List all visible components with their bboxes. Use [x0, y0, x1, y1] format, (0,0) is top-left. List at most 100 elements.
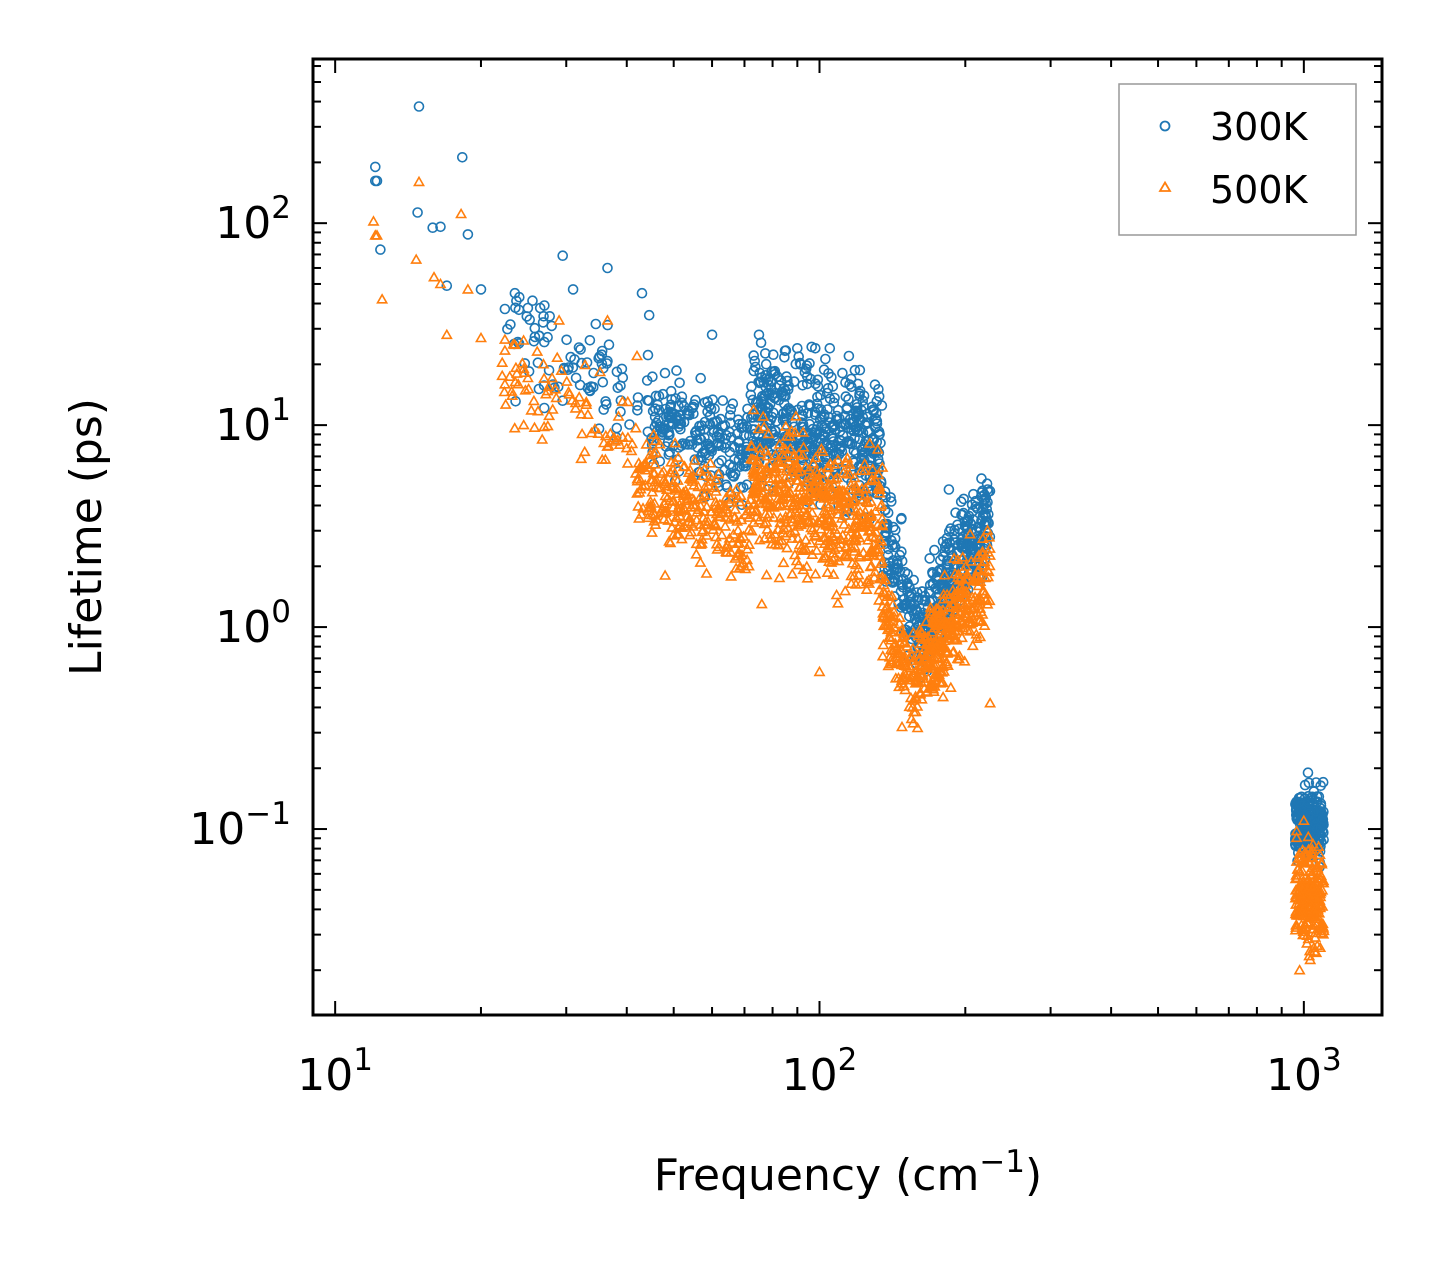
point-500k-1257 — [947, 597, 960, 608]
point-500k-1546 — [984, 697, 997, 708]
point-500k-668 — [803, 463, 816, 475]
point-500k-961 — [885, 654, 898, 665]
point-500k-1291 — [952, 625, 965, 636]
point-500k-699 — [815, 442, 828, 454]
point-500k-456 — [858, 457, 871, 469]
x-axis-label: Frequency (cm−1) — [654, 1144, 1042, 1201]
point-500k-185 — [668, 515, 681, 527]
point-500k-1 — [625, 444, 638, 456]
point-500k-61 — [546, 371, 559, 383]
y-tick-label-0.1: 10−1 — [189, 796, 291, 855]
point-500k-855 — [827, 547, 840, 558]
point-500k-735 — [779, 480, 792, 492]
point-500k-193 — [733, 495, 746, 507]
point-500k-168 — [700, 567, 713, 578]
point-500k-518 — [845, 577, 858, 588]
point-500k-706 — [808, 476, 821, 487]
point-300k-1143 — [929, 544, 940, 556]
point-500k-1200 — [936, 676, 949, 687]
point-500k-805 — [758, 517, 771, 529]
point-500k-1293 — [921, 661, 933, 672]
point-500k-68 — [551, 351, 564, 362]
point-300k-299 — [708, 427, 720, 438]
point-500k-859 — [837, 491, 850, 502]
point-300k-773 — [834, 420, 846, 432]
point-300k-1237 — [966, 499, 978, 511]
point-500k-49 — [563, 388, 576, 399]
point-300k-64 — [601, 358, 613, 369]
point-500k-791 — [848, 496, 860, 507]
point-300k-542 — [777, 414, 789, 426]
point-300k-740 — [781, 371, 792, 382]
point-500k-442 — [754, 448, 767, 459]
point-500k-974 — [886, 644, 899, 655]
point-500k-831 — [800, 494, 813, 505]
point-300k-1444 — [1309, 814, 1321, 825]
point-500k-849 — [825, 535, 838, 546]
point-300k-1213 — [967, 505, 979, 517]
point-300k-1490 — [636, 287, 648, 299]
point-500k-78 — [550, 391, 563, 403]
point-500k-755 — [873, 594, 885, 605]
point-500k-1543 — [813, 665, 826, 677]
point-500k-79 — [542, 380, 555, 391]
point-500k-283 — [636, 460, 649, 472]
point-500k-573 — [753, 514, 766, 525]
point-500k-1287 — [952, 586, 965, 598]
point-500k-478 — [779, 420, 792, 431]
point-500k-1277 — [919, 649, 932, 660]
scatter-points — [367, 101, 1330, 975]
point-500k-401 — [747, 403, 760, 415]
point-500k-814 — [786, 532, 799, 543]
legend-marker-500k — [1158, 180, 1172, 192]
point-300k-41 — [611, 366, 623, 378]
point-500k-0 — [532, 405, 544, 416]
point-300k-306 — [728, 471, 740, 482]
point-300k-82 — [615, 380, 626, 392]
point-500k-797 — [748, 497, 761, 508]
point-300k-244 — [647, 371, 658, 383]
point-500k-913 — [909, 705, 922, 717]
point-500k-309 — [684, 464, 697, 475]
point-500k-1147 — [983, 531, 996, 542]
point-300k-83 — [632, 404, 643, 416]
point-500k-317 — [743, 538, 756, 549]
point-300k-292 — [720, 479, 732, 491]
point-300k-72 — [612, 382, 624, 394]
point-500k-1171 — [978, 555, 991, 567]
point-500k-967 — [887, 598, 899, 609]
point-300k-172 — [724, 410, 736, 421]
point-500k-2 — [626, 437, 639, 449]
point-500k-259 — [676, 521, 689, 532]
point-500k-23 — [508, 422, 521, 433]
point-500k-1279 — [951, 553, 964, 565]
point-300k-1234 — [939, 580, 951, 591]
point-500k-218 — [662, 514, 675, 525]
point-300k-290 — [736, 449, 748, 461]
point-500k-1242 — [947, 646, 959, 657]
point-300k-774 — [812, 374, 824, 386]
point-300k-684 — [760, 358, 772, 370]
point-500k-471 — [809, 568, 822, 579]
point-500k-31 — [498, 378, 511, 389]
point-500k-660 — [875, 498, 888, 510]
point-500k-968 — [893, 617, 906, 629]
point-300k-309 — [649, 411, 661, 423]
point-300k-804 — [795, 359, 807, 370]
point-500k-1425 — [1292, 852, 1305, 863]
point-300k-1476 — [435, 221, 446, 233]
point-500k-841 — [849, 534, 862, 545]
point-300k-1226 — [982, 484, 993, 495]
point-500k-804 — [769, 528, 781, 539]
point-300k-746 — [788, 376, 800, 387]
point-500k-800 — [869, 531, 881, 543]
point-500k-610 — [765, 537, 778, 549]
point-500k-943 — [898, 679, 910, 691]
point-500k-107 — [686, 471, 699, 482]
point-500k-55 — [537, 358, 550, 369]
point-500k-765 — [850, 483, 863, 494]
point-300k-647 — [779, 345, 791, 357]
point-500k-663 — [799, 533, 812, 545]
point-500k-1519 — [1294, 887, 1307, 899]
point-500k-33 — [496, 356, 509, 367]
